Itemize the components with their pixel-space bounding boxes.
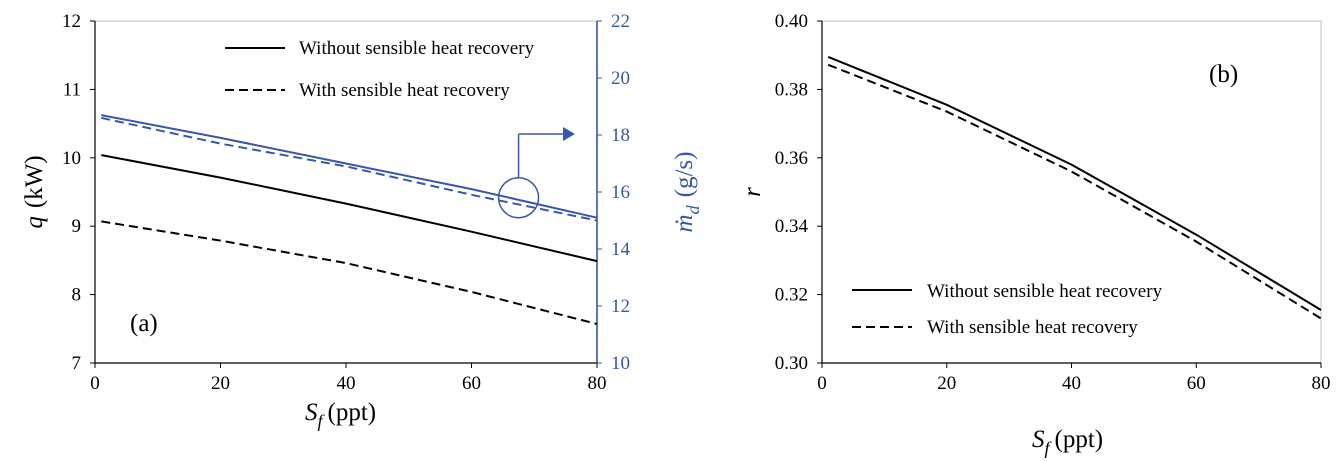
panel-a-xtick-label: 0	[90, 373, 100, 394]
panel-a-series	[101, 114, 598, 325]
panel-a-ytick-right-label: 20	[611, 68, 630, 89]
panel-b-ticks: 0 20 40 60 80 0.30 0.32 0.34 0.36 0.38 0.40	[775, 11, 1331, 394]
panel-b-ylabel: r	[739, 187, 766, 197]
panel-a-ylabel-right: ṁd(g/s)	[671, 152, 703, 233]
panel-b-ytick-label: 0.40	[775, 11, 808, 32]
panel-a-label: (a)	[130, 310, 158, 337]
panel-a-ytick-right-label: 16	[611, 182, 630, 203]
panel-a-ytick-left-label: 12	[62, 11, 81, 32]
panel-b-ytick-label: 0.38	[775, 79, 808, 100]
panel-b-ytick-label: 0.32	[775, 285, 808, 306]
panel-b-xtick-label: 20	[937, 373, 956, 394]
annotation-arrow-head	[563, 127, 575, 141]
legend-a-solid-label: Without sensible heat recovery	[299, 38, 535, 59]
panel-b-ytick-label: 0.36	[775, 148, 808, 169]
legend-b-solid-label: Without sensible heat recovery	[927, 281, 1163, 302]
panel-a-ytick-left-label: 9	[72, 216, 82, 237]
panel-a-xlabel: Sf (ppt)	[305, 399, 376, 431]
panel-b-xtick-label: 40	[1062, 373, 1081, 394]
panel-a-xtick-label: 40	[337, 373, 356, 394]
panel-a-ytick-left-label: 10	[62, 148, 81, 169]
panel-a-plot-frame	[94, 20, 598, 364]
panel-a-ytick-right-label: 18	[611, 125, 630, 146]
panel-b-plot-frame	[821, 20, 1322, 364]
panel-b: 0 20 40 60 80 0.30 0.32 0.34 0.36 0.38 0.40 Withou…	[739, 11, 1331, 458]
panel-b-xtick-label: 0	[817, 373, 827, 394]
panel-a-series-line-mdot-without-recovery	[101, 114, 598, 219]
panel-b-series-line-without-recovery	[827, 55, 1322, 311]
panel-b-label: (b)	[1209, 61, 1238, 88]
panel-a-series-line-q-without-recovery	[101, 154, 598, 263]
panel-b-series	[827, 55, 1322, 320]
panel-b-xtick-label: 60	[1187, 373, 1206, 394]
panel-b-xtick-label: 80	[1312, 373, 1331, 394]
panel-a-ytick-left-label: 8	[72, 285, 82, 306]
panel-a-series-line-mdot-with-recovery	[101, 116, 598, 222]
panel-b-ytick-label: 0.34	[775, 216, 809, 237]
panel-b-ytick-label: 0.30	[775, 353, 808, 374]
panel-a-ylabel-left: q(kW)	[21, 155, 48, 228]
panel-a-annotation	[497, 127, 575, 219]
panel-a-xtick-label: 60	[462, 373, 481, 394]
panel-a-ytick-left-label: 11	[63, 79, 81, 100]
panel-a-xtick-label: 20	[211, 373, 230, 394]
panel-a-ytick-right-label: 14	[611, 239, 631, 260]
annotation-circle	[497, 176, 540, 219]
panel-a-xtick-label: 80	[588, 373, 607, 394]
legend-b-dashed-label: With sensible heat recovery	[927, 317, 1138, 338]
panel-a-ytick-right-label: 22	[611, 11, 630, 32]
panel-a-ticks: 0 20 40 60 80 7 8 9 10 11 12 10 12 14 16 18 20 22	[62, 11, 631, 394]
panel-b-xlabel: Sf (ppt)	[1032, 426, 1103, 458]
panel-a: 0 20 40 60 80 7 8 9 10 11 12 10 12 14 16 18 20 22 Without…	[21, 11, 703, 431]
legend-a-dashed-label: With sensible heat recovery	[299, 80, 510, 101]
panel-a-ytick-left-label: 7	[72, 353, 82, 374]
panel-a-ytick-right-label: 10	[611, 353, 630, 374]
panel-b-series-line-with-recovery	[827, 63, 1322, 320]
panel-a-ytick-right-label: 12	[611, 296, 630, 317]
panel-a-series-line-q-with-recovery	[101, 220, 598, 325]
